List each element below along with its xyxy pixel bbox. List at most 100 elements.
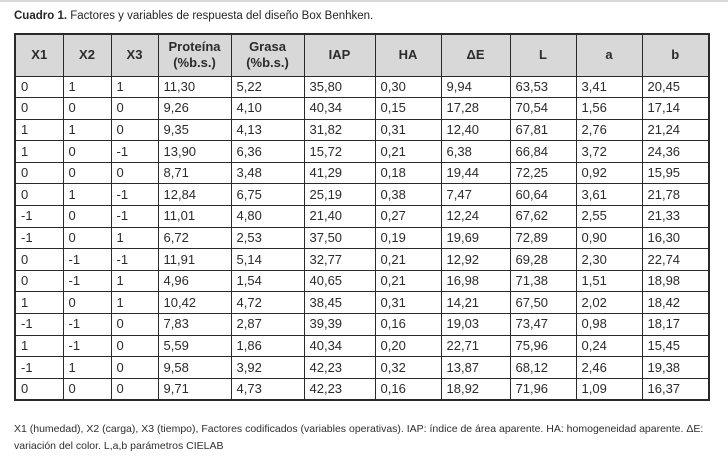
table-cell: 0 — [62, 140, 112, 163]
table-row: 0 1 -1 12,84 6,75 25,19 0,38 7,47 60,64 3,61 21,78 — [14, 183, 710, 207]
table-cell: 12,40 — [440, 118, 511, 142]
table-cell: 24,36 — [641, 140, 710, 163]
table-cell: 25,19 — [303, 183, 376, 207]
table-cell: 11,91 — [157, 248, 232, 271]
column-header-x2: X2 — [62, 33, 112, 77]
table-cell: 41,29 — [303, 161, 376, 185]
table-cell: 14,21 — [440, 291, 511, 315]
table-cell: 0,21 — [374, 140, 442, 163]
table-cell: 12,92 — [440, 248, 511, 271]
table-cell: 0,16 — [374, 377, 442, 401]
table-cell: 37,50 — [303, 226, 376, 250]
table-cell: 67,62 — [509, 205, 577, 228]
column-header-x3: X3 — [110, 33, 159, 77]
table-cell: 2,30 — [575, 248, 643, 271]
table-cell: 2,87 — [230, 313, 305, 336]
table-cell: 0 — [14, 161, 64, 185]
table-caption-label: Cuadro 1. — [14, 10, 68, 22]
table-cell: 0,20 — [374, 334, 442, 358]
table-cell: 15,72 — [303, 140, 376, 163]
column-header-ha: HA — [374, 33, 442, 77]
column-header-x1: X1 — [14, 33, 64, 77]
table-cell: 1,51 — [575, 269, 643, 293]
table-cell: 9,71 — [157, 377, 232, 401]
table-cell: 35,80 — [303, 75, 376, 99]
table-cell: 22,74 — [641, 248, 710, 271]
table-cell: 73,47 — [509, 313, 577, 336]
table-cell: 31,82 — [303, 118, 376, 142]
table-cell: 13,90 — [157, 140, 232, 163]
table-cell: 10,42 — [157, 291, 232, 315]
table-row: -1 -1 0 7,83 2,87 39,39 0,16 19,03 73,47 0,98 18,1… — [14, 313, 710, 336]
table-cell: 0,32 — [374, 356, 442, 379]
table-cell: 4,96 — [157, 269, 232, 293]
table-cell: 0,15 — [374, 97, 442, 120]
table-cell: 0,38 — [374, 183, 442, 207]
table-caption: Cuadro 1. Factores y variables de respue… — [14, 9, 373, 24]
table-cell: 60,64 — [509, 183, 577, 207]
table-row: 0 1 1 11,30 5,22 35,80 0,30 9,94 63,53 3,41 20,45 — [14, 75, 710, 99]
table-cell: 0 — [110, 334, 159, 358]
table-cell: 4,10 — [230, 97, 305, 120]
table-cell: 19,38 — [641, 356, 710, 379]
table-cell: 1 — [14, 140, 64, 163]
table-cell: 70,54 — [509, 97, 577, 120]
table-cell: 2,53 — [230, 226, 305, 250]
table-cell: 21,24 — [641, 118, 710, 142]
box-behnken-table: X1 X2 X3 Proteína (%b.s.) Grasa (%b.s.) IAP HA ΔE… — [14, 33, 710, 401]
table-cell: 19,69 — [440, 226, 511, 250]
table-cell: 9,26 — [157, 97, 232, 120]
table-cell: 4,13 — [230, 118, 305, 142]
table-cell: 0 — [110, 161, 159, 185]
table-cell: 0 — [62, 226, 112, 250]
table-cell: 6,75 — [230, 183, 305, 207]
table-row: 0 -1 1 4,96 1,54 40,65 0,21 16,98 71,38 1,51 18,98 — [14, 269, 710, 293]
table-cell: 17,28 — [440, 97, 511, 120]
table-row: 0 0 0 9,71 4,73 42,23 0,16 18,92 71,96 1,09 16,37 — [14, 377, 710, 401]
table-cell: 0 — [62, 377, 112, 401]
table-cell: 3,41 — [575, 75, 643, 99]
table-cell: 0 — [62, 97, 112, 120]
table-cell: 5,22 — [230, 75, 305, 99]
table-cell: 42,23 — [303, 356, 376, 379]
table-cell: 0,21 — [374, 269, 442, 293]
table-cell: 3,92 — [230, 356, 305, 379]
table-cell: 0 — [110, 377, 159, 401]
table-cell: 42,23 — [303, 377, 376, 401]
table-cell: 3,48 — [230, 161, 305, 185]
table-cell: 4,72 — [230, 291, 305, 315]
table-row: 1 1 0 9,35 4,13 31,82 0,31 12,40 67,81 2,76 21,24 — [14, 118, 710, 142]
table-cell: 0 — [110, 118, 159, 142]
table-cell: -1 — [110, 183, 159, 207]
table-cell: -1 — [14, 226, 64, 250]
table-cell: 0 — [110, 313, 159, 336]
table-cell: 1 — [110, 269, 159, 293]
table-cell: 16,98 — [440, 269, 511, 293]
table-caption-text: Factores y variables de respuesta del di… — [67, 10, 374, 22]
table-cell: 0 — [14, 183, 64, 207]
table-cell: 0,21 — [374, 248, 442, 271]
table-row: -1 1 0 9,58 3,92 42,23 0,32 13,87 68,12 2,46 19,38 — [14, 356, 710, 379]
table-cell: 21,78 — [641, 183, 710, 207]
table-cell: -1 — [62, 334, 112, 358]
table-cell: 40,65 — [303, 269, 376, 293]
table-row: 1 -1 0 5,59 1,86 40,34 0,20 22,71 75,96 0,24 15,45 — [14, 334, 710, 358]
table-cell: 39,39 — [303, 313, 376, 336]
table-cell: 63,53 — [509, 75, 577, 99]
table-cell: 1 — [62, 75, 112, 99]
table-cell: -1 — [110, 140, 159, 163]
table-cell: 0 — [62, 161, 112, 185]
table-cell: 6,38 — [440, 140, 511, 163]
table-cell: 1,56 — [575, 97, 643, 120]
table-cell: 6,72 — [157, 226, 232, 250]
footnote-line-1: X1 (humedad), X2 (carga), X3 (tiempo), F… — [14, 423, 704, 435]
table-cell: 19,44 — [440, 161, 511, 185]
table-cell: 0 — [14, 75, 64, 99]
table-cell: 21,40 — [303, 205, 376, 228]
table-cell: 1 — [14, 118, 64, 142]
table-cell: 0,92 — [575, 161, 643, 185]
table-cell: 1,54 — [230, 269, 305, 293]
table-cell: 9,58 — [157, 356, 232, 379]
table-row: -1 0 1 6,72 2,53 37,50 0,19 19,69 72,89 0,90 16,30 — [14, 226, 710, 250]
